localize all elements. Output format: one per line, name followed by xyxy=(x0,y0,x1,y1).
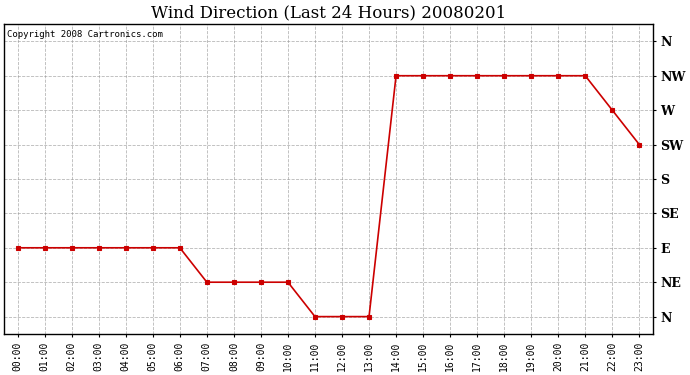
Title: Wind Direction (Last 24 Hours) 20080201: Wind Direction (Last 24 Hours) 20080201 xyxy=(151,4,506,21)
Text: Copyright 2008 Cartronics.com: Copyright 2008 Cartronics.com xyxy=(8,30,164,39)
